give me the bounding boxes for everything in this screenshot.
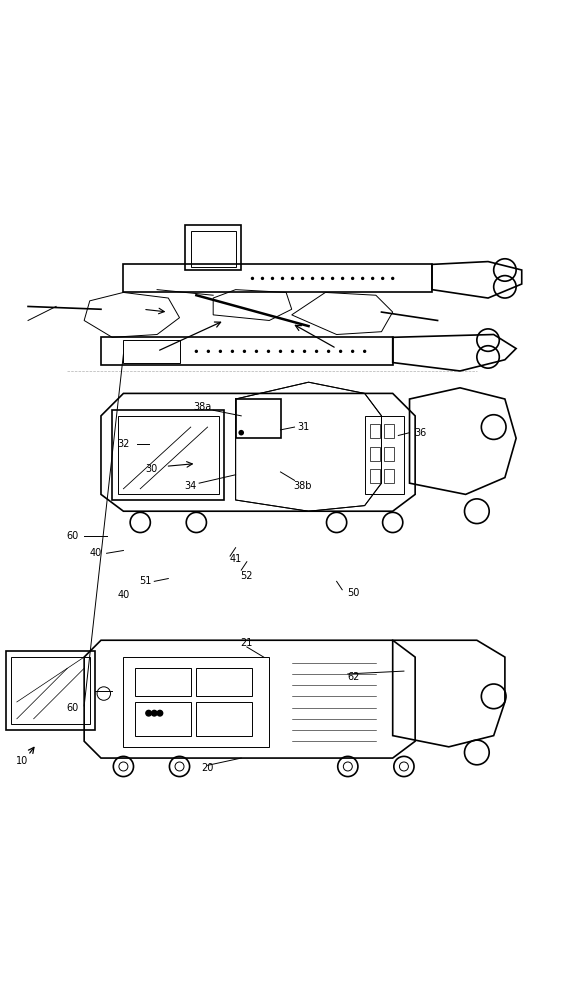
Bar (112, 410, 224, 500)
Text: 20: 20 (201, 763, 214, 773)
Bar (196, 668, 252, 696)
Circle shape (146, 710, 151, 716)
Circle shape (195, 350, 198, 353)
Bar (370, 424, 380, 438)
Bar (118, 416, 219, 494)
Text: 41: 41 (229, 554, 242, 564)
Text: 36: 36 (415, 428, 427, 438)
Text: 62: 62 (347, 672, 360, 682)
Circle shape (271, 277, 274, 280)
Text: 51: 51 (140, 576, 152, 586)
Circle shape (351, 277, 355, 280)
Text: 52: 52 (241, 571, 253, 581)
Text: 38a: 38a (193, 402, 211, 412)
Circle shape (341, 277, 344, 280)
Circle shape (321, 277, 324, 280)
Circle shape (206, 350, 210, 353)
Bar (196, 702, 252, 736)
Circle shape (255, 350, 258, 353)
Bar (384, 469, 394, 483)
Text: 21: 21 (241, 638, 253, 648)
Bar (101, 337, 393, 365)
Bar (384, 447, 394, 461)
Circle shape (157, 710, 163, 716)
Circle shape (251, 277, 254, 280)
Bar (365, 416, 404, 494)
Text: 40: 40 (89, 548, 102, 558)
Text: 38b: 38b (294, 481, 312, 491)
Bar (123, 340, 180, 363)
Circle shape (301, 277, 304, 280)
Circle shape (219, 350, 222, 353)
Circle shape (231, 350, 234, 353)
Circle shape (339, 350, 342, 353)
Text: 30: 30 (145, 464, 158, 474)
Bar (135, 702, 191, 736)
Circle shape (243, 350, 246, 353)
Circle shape (281, 277, 284, 280)
Circle shape (238, 430, 244, 435)
Circle shape (151, 710, 157, 716)
Text: 60: 60 (67, 531, 79, 541)
Circle shape (327, 350, 330, 353)
Circle shape (391, 277, 394, 280)
Bar (191, 231, 236, 267)
Circle shape (351, 350, 355, 353)
Bar (135, 668, 191, 696)
Text: 31: 31 (297, 422, 309, 432)
Circle shape (371, 277, 374, 280)
Text: 60: 60 (67, 703, 79, 713)
Text: 32: 32 (117, 439, 130, 449)
Circle shape (261, 277, 264, 280)
Circle shape (291, 350, 294, 353)
Bar (123, 264, 432, 292)
Circle shape (315, 350, 318, 353)
Bar (370, 447, 380, 461)
Text: 50: 50 (347, 588, 360, 598)
Bar (185, 225, 241, 270)
Circle shape (361, 277, 364, 280)
Circle shape (291, 277, 294, 280)
Circle shape (381, 277, 384, 280)
Bar (236, 399, 280, 438)
Circle shape (279, 350, 282, 353)
Circle shape (331, 277, 334, 280)
Text: 10: 10 (16, 756, 29, 766)
Circle shape (311, 277, 314, 280)
Text: 40: 40 (117, 590, 130, 600)
Circle shape (303, 350, 306, 353)
Bar (370, 469, 380, 483)
Circle shape (267, 350, 270, 353)
Text: 34: 34 (185, 481, 197, 491)
Bar (384, 424, 394, 438)
Circle shape (363, 350, 366, 353)
Bar (11, 657, 90, 724)
